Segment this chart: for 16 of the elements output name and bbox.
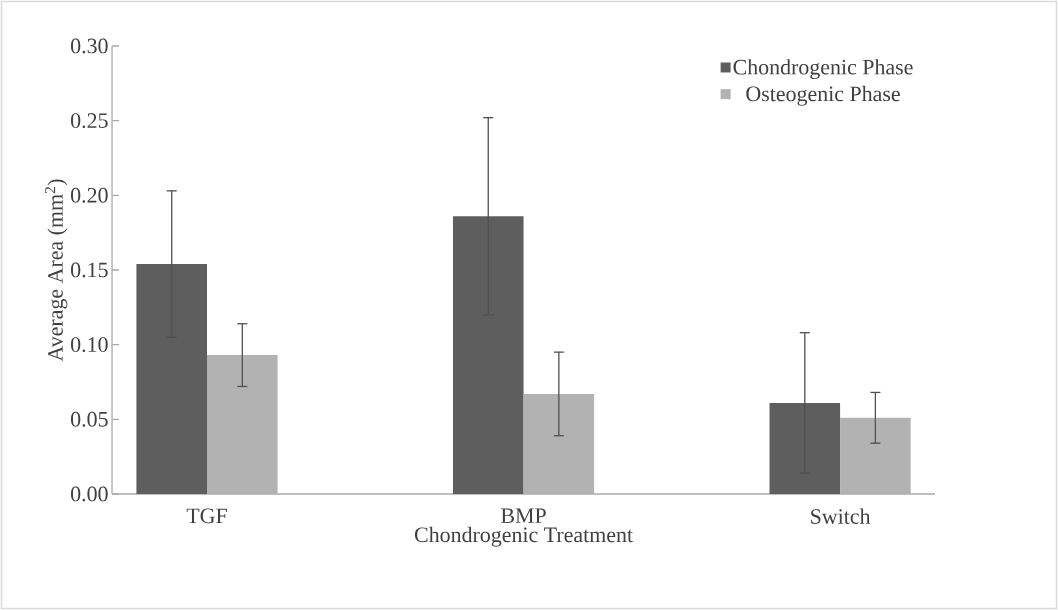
- x-tick-label: BMP: [501, 508, 546, 523]
- y-tick-label: 0.05: [71, 411, 108, 427]
- y-tick-label: 0.00: [71, 486, 108, 502]
- y-tick-label: 0.30: [71, 38, 108, 54]
- legend-label: Chondrogenic Phase: [733, 59, 913, 80]
- x-axis-title: Chondrogenic Treatment: [414, 526, 633, 547]
- x-tick-label: Switch: [811, 508, 871, 524]
- bar: [136, 264, 208, 494]
- bar: [452, 216, 524, 494]
- x-tick-label: TGF: [186, 508, 227, 524]
- y-tick-label: 0.20: [71, 187, 108, 203]
- y-tick-label: 0.25: [71, 113, 108, 129]
- y-axis-title: Average Area (mm$^{2}$): [44, 179, 68, 362]
- legend-label: Osteogenic Phase: [746, 85, 900, 106]
- y-tick-label: 0.10: [71, 337, 108, 353]
- y-tick-label: 0.15: [71, 262, 108, 278]
